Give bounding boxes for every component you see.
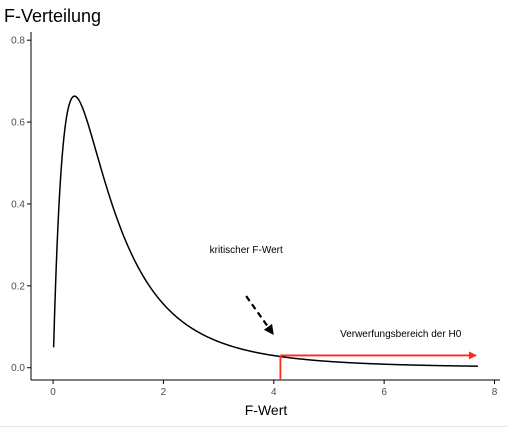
y-tick-label: 0.0	[11, 363, 25, 374]
x-axis-label: F-Wert	[245, 402, 288, 418]
chart-title: F-Verteilung	[4, 6, 101, 26]
y-tick-label: 0.8	[11, 36, 25, 47]
y-tick-label: 0.2	[11, 281, 25, 292]
f-density-curve	[52, 95, 478, 367]
y-axis: 0.0 0.2 0.4 0.6 0.8	[11, 32, 32, 380]
x-axis: 0 2 4 6 8	[31, 379, 500, 398]
annotation-kritischer-f-wert: kritischer F-Wert	[210, 245, 283, 256]
y-tick-label: 0.4	[11, 199, 25, 210]
annotation-verwerfungsbereich: Verwerfungsbereich der H0	[340, 329, 462, 340]
x-tick-label: 6	[381, 387, 387, 398]
x-tick-label: 4	[271, 387, 277, 398]
bottom-divider	[0, 426, 507, 427]
x-tick-label: 8	[492, 387, 498, 398]
critical-value-dashed-arrow	[245, 295, 269, 328]
y-tick-label: 0.6	[11, 118, 25, 129]
x-tick-label: 0	[50, 387, 56, 398]
critical-value-arrow-head	[263, 323, 274, 335]
x-tick-label: 2	[161, 387, 167, 398]
